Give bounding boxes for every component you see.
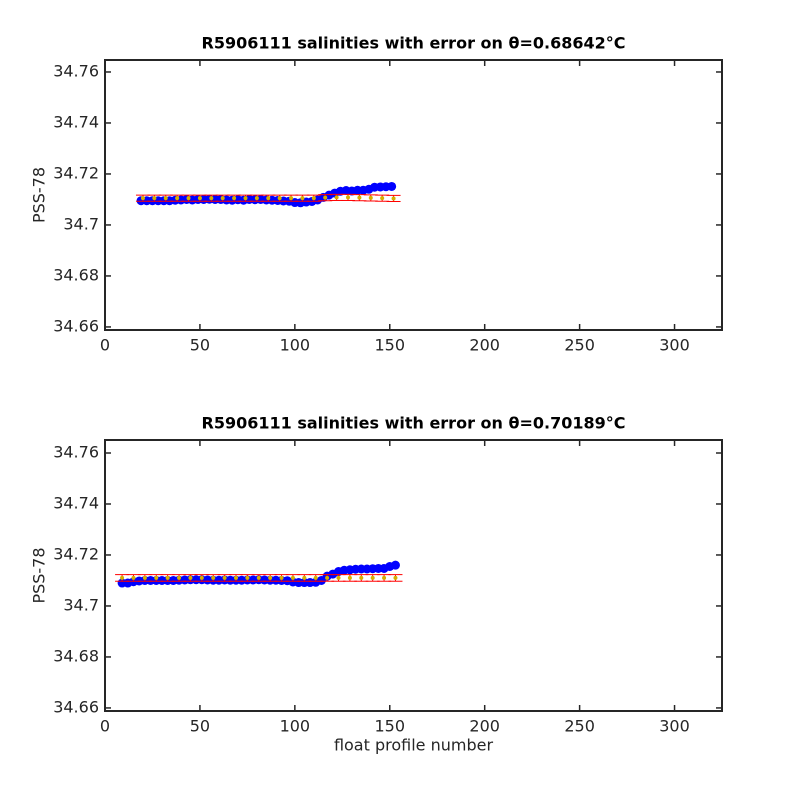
error-point [163, 196, 168, 201]
error-point [211, 575, 216, 580]
error-point [347, 575, 352, 580]
x-tick-label: 200 [469, 717, 500, 736]
x-tick-label: 300 [659, 717, 690, 736]
error-point [277, 196, 282, 201]
x-tick-label: 0 [100, 717, 110, 736]
error-point [256, 575, 261, 580]
error-point [233, 575, 238, 580]
y-tick-label: 34.72 [53, 544, 99, 563]
error-point [359, 575, 364, 580]
y-tick-label: 34.66 [53, 697, 99, 716]
error-point [199, 575, 204, 580]
error-point [232, 196, 237, 201]
error-point [382, 575, 387, 580]
error-point [325, 575, 330, 580]
error-point [142, 575, 147, 580]
data-point [387, 181, 397, 191]
error-bar [306, 194, 321, 202]
error-point [222, 575, 227, 580]
error-point [243, 196, 248, 201]
y-tick-label: 34.72 [53, 163, 99, 182]
error-point [370, 575, 375, 580]
y-axis-label: PSS-78 [30, 547, 49, 603]
error-point [393, 575, 398, 580]
x-tick-label: 250 [564, 336, 595, 355]
x-tick-label: 150 [374, 717, 405, 736]
y-tick-label: 34.7 [63, 595, 99, 614]
error-point [154, 575, 159, 580]
error-point [152, 196, 157, 201]
x-tick-label: 200 [469, 336, 500, 355]
chart-title: R5906111 salinities with error on θ=0.68… [202, 34, 626, 53]
error-point [254, 196, 259, 201]
x-tick-label: 300 [659, 336, 690, 355]
x-tick-label: 100 [280, 717, 311, 736]
error-point [289, 196, 294, 201]
x-axis-label: float profile number [334, 736, 494, 755]
x-tick-label: 0 [100, 336, 110, 355]
error-bar [388, 574, 403, 582]
x-tick-label: 250 [564, 717, 595, 736]
error-point [131, 575, 136, 580]
error-point [186, 196, 191, 201]
error-point [346, 195, 351, 200]
error-point [313, 575, 318, 580]
error-point [302, 575, 307, 580]
subplot: R5906111 salinities with error on θ=0.70… [30, 414, 723, 755]
error-point [268, 575, 273, 580]
x-tick-label: 50 [190, 336, 210, 355]
error-point [336, 575, 341, 580]
y-tick-label: 34.66 [53, 316, 99, 335]
y-tick-label: 34.7 [63, 214, 99, 233]
y-tick-label: 34.76 [53, 443, 99, 462]
y-axis-label: PSS-78 [30, 167, 49, 223]
error-point [188, 575, 193, 580]
y-tick-label: 34.74 [53, 112, 99, 131]
x-tick-label: 150 [374, 336, 405, 355]
error-point [368, 195, 373, 200]
error-point [266, 196, 271, 201]
y-tick-label: 34.68 [53, 265, 99, 284]
y-tick-label: 34.68 [53, 646, 99, 665]
error-point [177, 575, 182, 580]
error-point [120, 575, 125, 580]
error-point [380, 196, 385, 201]
data-point [390, 560, 400, 570]
x-tick-label: 100 [280, 336, 311, 355]
error-point [311, 196, 316, 201]
error-point [391, 196, 396, 201]
error-point [323, 195, 328, 200]
subplot: R5906111 salinities with error on θ=0.68… [30, 34, 723, 355]
error-point [279, 575, 284, 580]
error-point [220, 196, 225, 201]
error-point [209, 196, 214, 201]
error-point [245, 575, 250, 580]
error-point [357, 195, 362, 200]
error-point [175, 196, 180, 201]
error-point [165, 575, 170, 580]
y-tick-label: 34.74 [53, 493, 99, 512]
error-bar [386, 194, 401, 203]
chart-title: R5906111 salinities with error on θ=0.70… [202, 414, 626, 433]
error-point [140, 196, 145, 201]
error-point [290, 575, 295, 580]
error-point [197, 196, 202, 201]
y-tick-label: 34.76 [53, 61, 99, 80]
error-point [300, 196, 305, 201]
error-point [334, 195, 339, 200]
x-tick-label: 50 [190, 717, 210, 736]
